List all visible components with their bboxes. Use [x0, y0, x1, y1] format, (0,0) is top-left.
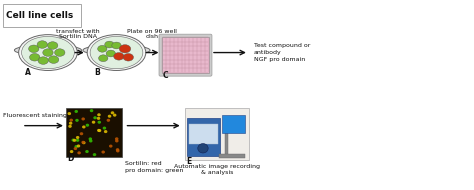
Bar [66, 108, 122, 157]
FancyBboxPatch shape [159, 34, 212, 76]
Ellipse shape [115, 137, 118, 140]
Ellipse shape [123, 54, 134, 61]
Ellipse shape [90, 109, 93, 112]
Text: A: A [25, 68, 31, 77]
Ellipse shape [82, 141, 86, 144]
Ellipse shape [68, 112, 71, 115]
Ellipse shape [113, 114, 117, 117]
Ellipse shape [38, 57, 48, 64]
Ellipse shape [37, 41, 47, 48]
Ellipse shape [74, 110, 78, 113]
Ellipse shape [82, 117, 85, 120]
Ellipse shape [48, 56, 59, 63]
Bar [219, 154, 245, 158]
Ellipse shape [85, 150, 89, 153]
Ellipse shape [80, 132, 83, 135]
Ellipse shape [18, 35, 77, 70]
Ellipse shape [76, 136, 80, 139]
Ellipse shape [90, 36, 143, 69]
Text: Test compound or
antibody
NGF pro domain: Test compound or antibody NGF pro domain [254, 44, 310, 62]
Text: Fluorescent staining: Fluorescent staining [3, 113, 67, 118]
Ellipse shape [74, 145, 78, 148]
Ellipse shape [103, 127, 106, 130]
Ellipse shape [112, 42, 121, 49]
Ellipse shape [99, 55, 108, 62]
Ellipse shape [14, 45, 82, 56]
Ellipse shape [106, 50, 116, 57]
Ellipse shape [89, 139, 92, 142]
Ellipse shape [93, 153, 96, 156]
Ellipse shape [107, 119, 110, 122]
Ellipse shape [82, 141, 85, 144]
Bar [187, 118, 220, 156]
Ellipse shape [108, 115, 111, 118]
Ellipse shape [70, 119, 73, 122]
Ellipse shape [87, 35, 146, 70]
Ellipse shape [115, 139, 118, 142]
Ellipse shape [70, 150, 73, 153]
Ellipse shape [93, 116, 97, 119]
Ellipse shape [92, 121, 95, 124]
Ellipse shape [82, 125, 86, 128]
FancyBboxPatch shape [3, 4, 81, 27]
Ellipse shape [101, 150, 105, 154]
Ellipse shape [55, 49, 65, 56]
Ellipse shape [69, 122, 73, 125]
Ellipse shape [28, 45, 39, 53]
Text: D: D [67, 154, 73, 163]
Ellipse shape [43, 49, 53, 56]
Ellipse shape [114, 53, 124, 60]
Bar [189, 124, 218, 144]
Bar [185, 108, 249, 160]
Ellipse shape [116, 148, 119, 151]
Text: Cell line cells: Cell line cells [6, 11, 73, 20]
Bar [162, 37, 209, 73]
Text: B: B [94, 68, 100, 77]
Ellipse shape [29, 54, 40, 61]
Ellipse shape [98, 121, 101, 124]
Ellipse shape [198, 144, 208, 153]
Text: C: C [163, 70, 168, 80]
Ellipse shape [68, 125, 72, 128]
Ellipse shape [98, 45, 107, 52]
Ellipse shape [97, 129, 100, 132]
Ellipse shape [89, 137, 92, 140]
Ellipse shape [98, 129, 101, 132]
Ellipse shape [47, 42, 58, 49]
Bar [222, 115, 245, 133]
Ellipse shape [77, 151, 81, 154]
Text: E: E [186, 157, 191, 166]
Ellipse shape [22, 36, 74, 69]
Ellipse shape [111, 111, 114, 114]
Ellipse shape [116, 149, 119, 152]
Ellipse shape [73, 139, 76, 142]
Ellipse shape [97, 117, 100, 120]
Ellipse shape [104, 130, 108, 133]
Ellipse shape [77, 144, 80, 147]
Ellipse shape [73, 147, 77, 150]
Ellipse shape [119, 45, 131, 53]
Text: Plate on 96 well
dish: Plate on 96 well dish [128, 28, 177, 39]
Text: Automatic image recording
& analysis: Automatic image recording & analysis [174, 164, 260, 175]
Ellipse shape [83, 45, 150, 56]
Ellipse shape [76, 139, 79, 142]
Text: transfect with
Sortilin DNA: transfect with Sortilin DNA [56, 28, 100, 39]
Ellipse shape [97, 113, 101, 116]
Ellipse shape [86, 124, 89, 127]
Ellipse shape [105, 41, 114, 48]
Ellipse shape [72, 139, 75, 142]
Text: Sortilin: red
pro domain: green: Sortilin: red pro domain: green [125, 161, 183, 173]
Bar [225, 130, 228, 156]
Ellipse shape [109, 145, 112, 148]
Ellipse shape [75, 119, 79, 122]
